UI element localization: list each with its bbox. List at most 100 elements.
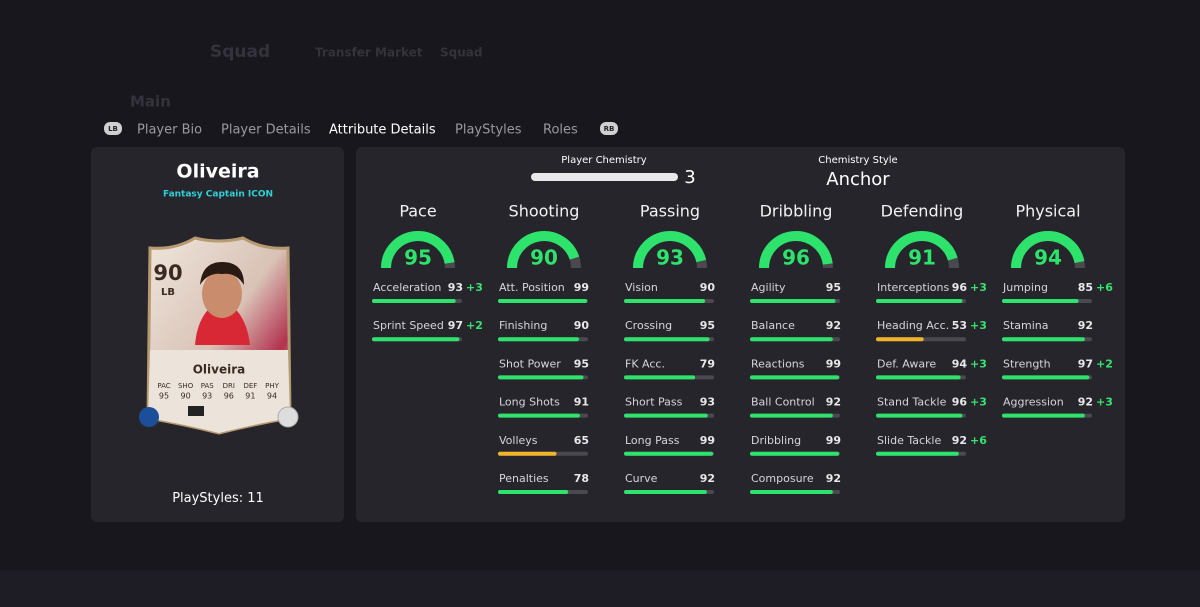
- attribute-bar: [498, 375, 584, 380]
- attribute-name: Reactions: [751, 357, 805, 370]
- attribute-value: 85: [1078, 281, 1093, 294]
- attribute-bar: [498, 451, 557, 456]
- attribute-boost: +3: [970, 396, 987, 409]
- attribute-name: Balance: [751, 319, 795, 332]
- attribute-value: 94: [952, 357, 968, 370]
- attribute-name: Heading Acc.: [877, 319, 949, 332]
- category-name: Shooting: [509, 202, 580, 221]
- gauge-fill: [381, 231, 455, 269]
- attribute-value: 91: [574, 396, 589, 409]
- attribute-bar: [876, 337, 924, 342]
- attribute-bar: [750, 337, 833, 342]
- attribute-value: 65: [574, 434, 589, 447]
- gauge-fill: [507, 231, 580, 269]
- attribute-bar: [624, 490, 707, 494]
- tab[interactable]: Player Details: [221, 123, 311, 138]
- attribute-bar: [624, 451, 714, 456]
- chemistry-label: Player Chemistry: [561, 155, 647, 166]
- attribute-bar: [750, 490, 833, 494]
- card-name: Oliveira: [193, 363, 246, 377]
- tab[interactable]: PlayStyles: [455, 123, 522, 138]
- card-stat-value: 96: [224, 392, 234, 401]
- attribute-value: 96: [952, 396, 968, 409]
- card-base: [148, 350, 290, 433]
- card-position: LB: [161, 287, 175, 298]
- lb-badge[interactable]: [104, 122, 122, 135]
- attribute-name: Slide Tackle: [877, 434, 941, 447]
- attribute-name: Acceleration: [373, 281, 441, 294]
- card-stat-value: 93: [202, 392, 212, 401]
- card-stat-value: 94: [267, 392, 277, 401]
- attribute-bar: [1002, 375, 1090, 380]
- attribute-bar: [750, 299, 836, 303]
- card-stat-value: 91: [245, 392, 255, 401]
- category-name: Passing: [640, 202, 700, 221]
- card-stat-label: PAC: [157, 382, 170, 390]
- gauge-fill: [1011, 231, 1085, 269]
- attribute-value: 53: [952, 319, 967, 332]
- attribute-name: Stand Tackle: [877, 396, 947, 409]
- attribute-value: 92: [826, 396, 841, 409]
- attribute-value: 90: [574, 319, 590, 332]
- attribute-bar: [498, 337, 579, 342]
- attribute-bar: [624, 337, 710, 342]
- section-title: Main: [130, 93, 171, 111]
- attribute-bar: [624, 375, 696, 380]
- attribute-bar: [876, 413, 963, 418]
- attribute-bar: [750, 413, 833, 418]
- attribute-value: 99: [826, 357, 841, 370]
- category-rating: 96: [782, 246, 810, 270]
- category-name: Defending: [881, 202, 964, 221]
- attribute-name: Att. Position: [499, 281, 565, 294]
- lb-label: LB: [108, 125, 118, 133]
- attribute-value: 92: [826, 319, 841, 332]
- attribute-name: Long Shots: [499, 396, 560, 409]
- attribute-value: 92: [826, 472, 841, 485]
- attribute-value: 92: [700, 472, 715, 485]
- attribute-name: Jumping: [1002, 281, 1048, 294]
- attribute-value: 99: [574, 281, 589, 294]
- attribute-name: Finishing: [499, 319, 547, 332]
- attribute-bar: [372, 299, 456, 303]
- attribute-bar: [1002, 337, 1085, 342]
- attribute-name: Dribbling: [751, 434, 801, 447]
- tab[interactable]: Roles: [543, 123, 578, 138]
- attribute-bar: [876, 375, 961, 380]
- category-rating: 94: [1034, 246, 1062, 270]
- attribute-name: Vision: [625, 281, 658, 294]
- category-name: Physical: [1015, 202, 1080, 221]
- category-rating: 90: [530, 246, 558, 270]
- chemistry-style: Anchor: [826, 169, 890, 190]
- attributes-panel: [356, 147, 1125, 522]
- gauge-fill: [759, 231, 833, 269]
- nav-item: Squad: [440, 46, 482, 60]
- rb-badge[interactable]: [600, 122, 618, 135]
- attribute-boost: +6: [970, 434, 987, 447]
- attribute-boost: +3: [970, 357, 987, 370]
- attribute-boost: +2: [1096, 357, 1113, 370]
- card-stat-value: 90: [181, 392, 191, 401]
- playstyles-count: PlayStyles: 11: [172, 491, 264, 506]
- attribute-boost: +2: [466, 319, 483, 332]
- attribute-name: Composure: [751, 472, 814, 485]
- attribute-bar: [750, 451, 840, 456]
- gauge-fill: [885, 231, 958, 269]
- attribute-value: 93: [700, 396, 715, 409]
- tab-active[interactable]: Attribute Details: [329, 123, 436, 138]
- badge-left: [139, 407, 159, 427]
- hair: [200, 262, 244, 285]
- attribute-name: FK Acc.: [625, 357, 665, 370]
- attribute-name: Penalties: [499, 472, 549, 485]
- attribute-bar: [498, 413, 580, 418]
- card-stat-label: SHO: [178, 382, 194, 390]
- attribute-value: 92: [1078, 396, 1093, 409]
- attribute-bar: [498, 490, 569, 494]
- attribute-name: Shot Power: [499, 357, 561, 370]
- attribute-bar: [372, 337, 460, 342]
- nav-item: Squad: [210, 42, 270, 62]
- tab[interactable]: Player Bio: [137, 123, 202, 138]
- attribute-bar: [1002, 299, 1079, 303]
- card-stat-label: PAS: [201, 382, 215, 390]
- attribute-boost: +3: [970, 281, 987, 294]
- card-rating: 90: [153, 261, 182, 285]
